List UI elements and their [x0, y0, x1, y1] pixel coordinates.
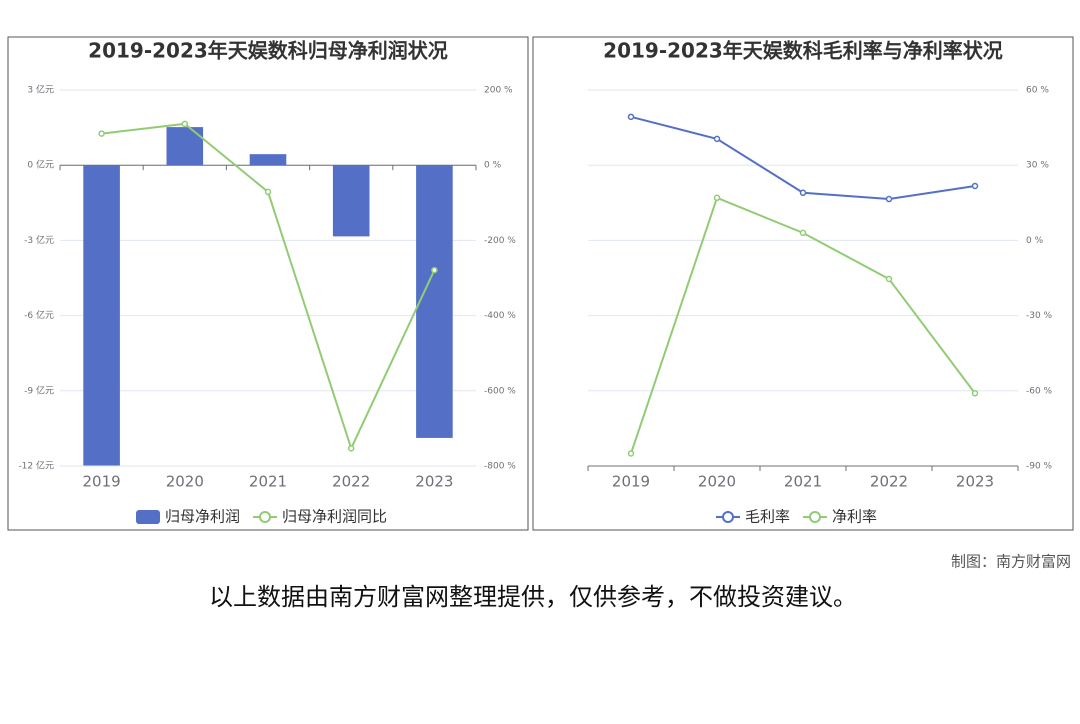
point	[799, 229, 807, 237]
panel-frame	[532, 36, 1074, 531]
x-tick-label: 2019	[83, 473, 121, 491]
x-tick-label: 2020	[166, 473, 204, 491]
y2-tick-label: 60 %	[1026, 86, 1049, 96]
point	[627, 450, 635, 457]
legend-swatch	[809, 511, 821, 523]
panel-frame	[7, 36, 529, 531]
bar	[83, 165, 120, 466]
point	[713, 135, 721, 143]
line	[630, 196, 976, 454]
y-tick-label: 0 亿元	[27, 159, 54, 171]
bar	[332, 165, 370, 237]
x-tick-label: 2021	[249, 473, 287, 491]
y2-tick-label: -30 %	[1026, 311, 1053, 321]
x-tick-label: 2023	[415, 473, 453, 491]
point	[799, 189, 807, 197]
point	[431, 266, 438, 274]
y2-tick-label: -400 %	[484, 311, 516, 321]
point	[885, 275, 893, 283]
bar	[416, 165, 453, 438]
x-tick-label: 2020	[698, 473, 736, 491]
bar	[166, 127, 204, 166]
legend-swatch	[259, 511, 271, 523]
y-tick-label: -9 亿元	[24, 384, 54, 396]
line	[101, 122, 436, 452]
x-tick-label: 2019	[612, 473, 650, 491]
bar	[249, 154, 287, 166]
y-tick-label: 3 亿元	[27, 84, 54, 96]
x-tick-label: 2023	[956, 473, 994, 491]
point	[347, 445, 355, 452]
legend-label: 毛利率	[745, 508, 790, 526]
y-tick-label: -12 亿元	[18, 460, 54, 472]
point	[971, 390, 979, 397]
point	[971, 182, 979, 190]
y2-tick-label: 0 %	[484, 161, 502, 171]
x-tick-label: 2022	[332, 473, 370, 491]
x-tick-label: 2022	[870, 473, 908, 491]
y-tick-label: -6 亿元	[24, 309, 54, 321]
chart-title: 2019-2023年天娱数科归母净利润状况	[88, 39, 448, 63]
y-tick-label: -3 亿元	[24, 234, 54, 246]
y2-tick-label: 200 %	[484, 86, 513, 96]
point	[713, 194, 721, 202]
y2-tick-label: -90 %	[1026, 462, 1053, 472]
chart-title: 2019-2023年天娱数科毛利率与净利率状况	[603, 39, 1003, 63]
x-tick-label: 2021	[784, 473, 822, 491]
credit: 制图：南方财富网	[951, 553, 1071, 571]
y2-tick-label: 0 %	[1026, 236, 1044, 246]
legend-swatch	[136, 510, 160, 524]
legend-label: 净利率	[832, 508, 877, 526]
point	[181, 120, 189, 128]
disclaimer: 以上数据由南方财富网整理提供，仅供参考，不做投资建议。	[209, 583, 857, 611]
y2-tick-label: 30 %	[1026, 161, 1049, 171]
y2-tick-label: -200 %	[484, 236, 516, 246]
line	[630, 115, 976, 201]
point	[264, 188, 272, 196]
legend-label: 归母净利润	[165, 508, 240, 526]
y2-tick-label: -800 %	[484, 462, 516, 472]
point	[885, 195, 893, 203]
point	[627, 113, 635, 121]
y2-tick-label: -60 %	[1026, 386, 1053, 396]
point	[98, 130, 105, 137]
legend-swatch	[722, 511, 734, 523]
legend-label: 归母净利润同比	[282, 508, 387, 526]
y2-tick-label: -600 %	[484, 386, 516, 396]
